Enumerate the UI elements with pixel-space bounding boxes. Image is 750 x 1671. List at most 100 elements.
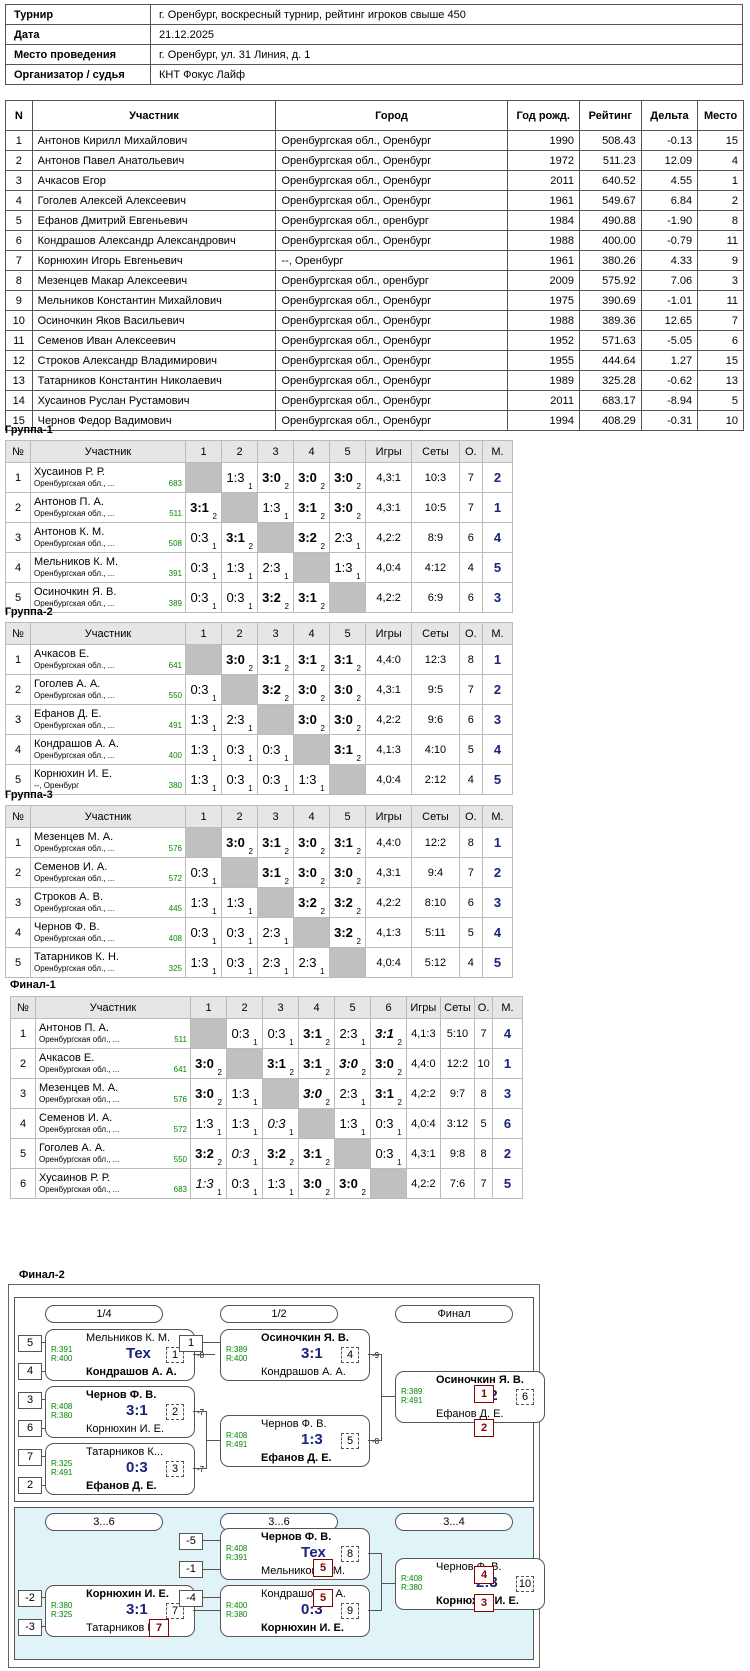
match-top-player: Корнюхин И. Е. bbox=[86, 1588, 169, 1600]
score-text: 3:0 bbox=[334, 865, 353, 880]
group-place: 4 bbox=[482, 734, 513, 765]
group-place: 2 bbox=[482, 462, 513, 493]
score-text: 2:3 bbox=[334, 530, 353, 545]
score-cell: 3:0 2 bbox=[221, 644, 258, 675]
players-cell: 2 bbox=[697, 190, 744, 211]
score-points: 2 bbox=[356, 664, 361, 673]
score-text: 3:1 bbox=[262, 652, 281, 667]
group-header-cell: Сеты bbox=[411, 622, 460, 645]
score-cell-empty bbox=[293, 917, 330, 948]
match-rating-top: R:391 bbox=[51, 1345, 73, 1354]
players-cell: 1 bbox=[5, 130, 33, 151]
group-header-cell: № bbox=[10, 996, 36, 1019]
score-value: 0:3 1 bbox=[267, 1026, 293, 1047]
participant-rating: 445 bbox=[168, 903, 182, 913]
score-cell-empty bbox=[293, 734, 330, 765]
group-header-cell: 2 bbox=[221, 440, 258, 463]
group-row-number: 2 bbox=[5, 857, 31, 888]
score-cell: 3:0 2 bbox=[293, 704, 330, 735]
score-value: 2:3 1 bbox=[262, 560, 288, 581]
match-bottom-player: Корнюхин И. Е. bbox=[86, 1423, 165, 1435]
group-stat-pts: 5 bbox=[458, 734, 484, 765]
group-place: 4 bbox=[482, 522, 513, 553]
players-cell: Оренбургская обл., Оренбург bbox=[275, 410, 508, 431]
match-number: 10 bbox=[516, 1576, 534, 1592]
score-points: 2 bbox=[397, 1098, 402, 1107]
score-cell: 3:0 2 bbox=[293, 827, 330, 858]
players-cell: 9 bbox=[5, 290, 33, 311]
score-text: 3:1 bbox=[303, 1026, 322, 1041]
score-text: 0:3 bbox=[231, 1176, 250, 1191]
score-cell: 3:1 2 bbox=[257, 857, 294, 888]
players-cell: Хусаинов Руслан Рустамович bbox=[31, 390, 277, 411]
group-header-cell: М. bbox=[482, 622, 513, 645]
participant-city: Оренбургская обл., ... bbox=[34, 660, 115, 670]
score-points: 1 bbox=[212, 542, 217, 551]
group-stat-games: 4,3:1 bbox=[364, 462, 413, 493]
score-points: 2 bbox=[248, 664, 253, 673]
players-cell: 4 bbox=[5, 190, 33, 211]
score-points: 2 bbox=[248, 847, 253, 856]
score-points: 1 bbox=[212, 754, 217, 763]
place-number: 5 bbox=[313, 1589, 333, 1607]
players-cell: 1988 bbox=[506, 310, 580, 331]
score-cell: 1:3 1 bbox=[190, 1108, 227, 1139]
score-text: 1:3 bbox=[226, 895, 245, 910]
score-cell: 3:1 2 bbox=[298, 1048, 335, 1079]
score-text: 3:0 bbox=[226, 835, 245, 850]
score-text: 1:3 bbox=[339, 1116, 358, 1131]
score-cell: 1:3 1 bbox=[226, 1078, 263, 1109]
players-cell: Гоголев Алексей Алексеевич bbox=[31, 190, 277, 211]
participant-city-rating: Оренбургская обл., ... 391 bbox=[34, 568, 182, 579]
info-label: Дата bbox=[5, 24, 151, 45]
score-value: 0:3 1 bbox=[226, 955, 252, 976]
match-score: 0:3 bbox=[126, 1459, 148, 1476]
participant-city: Оренбургская обл., ... bbox=[34, 903, 115, 913]
match-score: Тех bbox=[301, 1544, 326, 1561]
score-cell-empty bbox=[334, 1138, 371, 1169]
score-text: 3:0 bbox=[298, 470, 317, 485]
group-row-number: 4 bbox=[5, 552, 31, 583]
group-header-cell: Участник bbox=[30, 622, 186, 645]
bracket-match: Татарников К... Ефанов Д. Е. R:325 R:491 0:3… bbox=[45, 1443, 195, 1495]
match-rating-bottom: R:400 bbox=[51, 1354, 73, 1363]
score-value: 1:3 1 bbox=[334, 560, 360, 581]
group-row-number: 4 bbox=[10, 1108, 36, 1139]
score-cell-empty bbox=[293, 552, 330, 583]
players-cell: Семенов Иван Алексеевич bbox=[31, 330, 277, 351]
score-points: 1 bbox=[289, 1038, 294, 1047]
seed-number: 7 bbox=[18, 1449, 42, 1466]
match-top-player: Кондрашов А. А. bbox=[261, 1588, 346, 1600]
score-text: 2:3 bbox=[339, 1086, 358, 1101]
score-points: 1 bbox=[397, 1128, 402, 1137]
score-value: 1:3 1 bbox=[298, 772, 324, 793]
participant-city-rating: Оренбургская обл., ... 550 bbox=[34, 690, 182, 701]
score-points: 1 bbox=[212, 967, 217, 976]
score-value: 3:1 2 bbox=[303, 1026, 330, 1047]
score-points: 2 bbox=[284, 664, 289, 673]
group-participant: Корнюхин И. Е. --, Оренбург 380 bbox=[30, 764, 186, 795]
score-text: 1:3 bbox=[267, 1176, 286, 1191]
match-top-player: Осиночкин Я. В. bbox=[261, 1332, 349, 1344]
players-cell: Оренбургская обл., Оренбург bbox=[275, 370, 508, 391]
seed-number: 5 bbox=[18, 1335, 42, 1352]
score-cell: 1:3 1 bbox=[185, 704, 222, 735]
seed-number: -1 bbox=[179, 1561, 203, 1578]
score-cell: 0:3 1 bbox=[262, 1108, 299, 1139]
players-cell: Оренбургская обл., Оренбург bbox=[275, 230, 508, 251]
score-text: 3:1 bbox=[303, 1056, 322, 1071]
participant-name: Мезенцев М. А. bbox=[39, 1081, 119, 1094]
group-row: 5 Осиночкин Я. В. Оренбургская обл., ... 38… bbox=[5, 582, 513, 613]
group-place: 5 bbox=[482, 764, 513, 795]
group-stat-sets: 9:5 bbox=[411, 674, 460, 705]
score-points: 2 bbox=[320, 877, 325, 886]
score-value: 1:3 1 bbox=[226, 470, 252, 491]
participant-name: Семенов И. А. bbox=[39, 1111, 113, 1124]
group-header-cell: М. bbox=[482, 440, 513, 463]
players-cell: 3 bbox=[5, 170, 33, 191]
match-bottom-player: Корнюхин И. Е. bbox=[261, 1622, 344, 1634]
score-text: 0:3 bbox=[190, 590, 209, 605]
score-cell: 3:0 2 bbox=[190, 1078, 227, 1109]
match-number: 8 bbox=[341, 1546, 359, 1562]
participant-rating: 550 bbox=[173, 1154, 187, 1164]
